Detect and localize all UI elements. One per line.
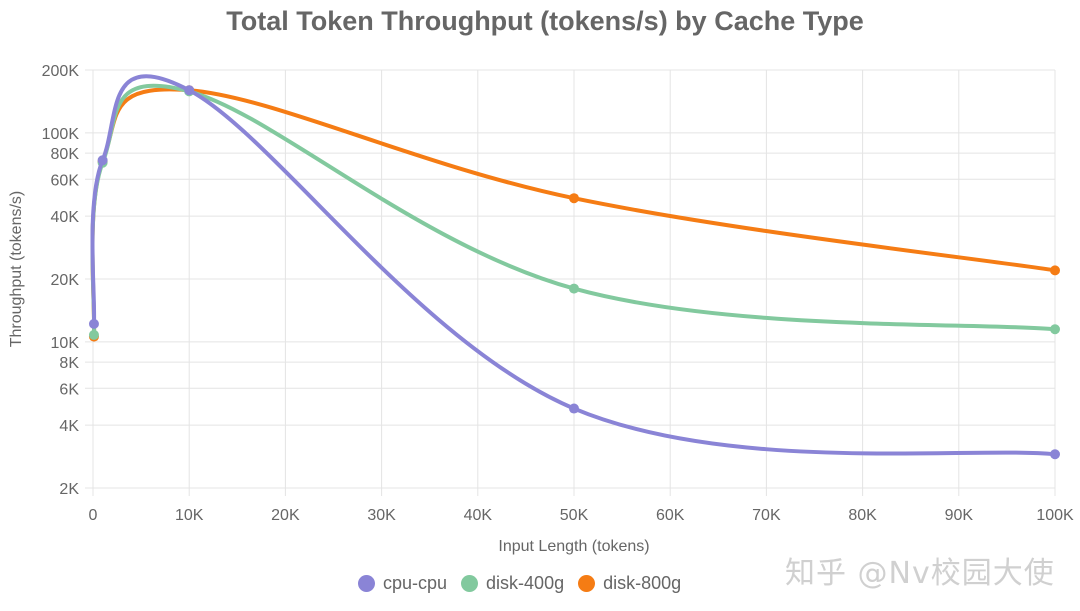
y-tick-label: 2K (59, 481, 79, 498)
data-point[interactable] (184, 85, 195, 96)
legend-item-disk-800g[interactable]: disk-800g (578, 573, 681, 594)
x-tick-label: 20K (271, 507, 300, 524)
data-point[interactable] (1050, 449, 1060, 460)
legend-dot-icon (461, 575, 479, 592)
x-tick-label: 10K (175, 507, 204, 524)
y-tick-label: 40K (51, 209, 80, 226)
x-tick-label: 40K (464, 507, 493, 524)
data-point[interactable] (1050, 324, 1060, 335)
data-point[interactable] (569, 193, 579, 204)
y-tick-label: 8K (59, 355, 79, 372)
x-tick-label: 90K (945, 507, 974, 524)
y-tick-label: 20K (51, 272, 80, 289)
data-point[interactable] (88, 329, 99, 340)
x-tick-label: 50K (560, 507, 589, 524)
y-tick-label: 80K (51, 146, 80, 163)
x-tick-label: 70K (752, 507, 781, 524)
y-tick-label: 6K (59, 381, 79, 398)
legend: cpu-cpu disk-400g disk-800g (358, 573, 681, 594)
x-tick-label: 0 (89, 507, 98, 524)
legend-dot-icon (578, 575, 596, 592)
legend-dot-icon (358, 575, 375, 592)
y-tick-label: 200K (42, 63, 80, 80)
data-point[interactable] (569, 403, 579, 414)
x-tick-label: 60K (656, 507, 685, 524)
legend-label: disk-800g (603, 573, 682, 593)
x-axis-title: Input Length (tokens) (498, 538, 649, 555)
series-cpu-cpu (88, 74, 1060, 460)
x-tick-label: 100K (1036, 507, 1074, 524)
y-tick-label: 10K (51, 335, 80, 352)
y-tick-label: 60K (51, 172, 80, 189)
legend-item-cpu-cpu[interactable]: cpu-cpu (358, 573, 447, 594)
data-point[interactable] (88, 318, 99, 329)
watermark: 知乎 @Nv校园大使 (785, 556, 1055, 591)
data-point[interactable] (1050, 265, 1060, 276)
legend-item-disk-400g[interactable]: disk-400g (461, 573, 564, 594)
y-axis-title: Throughput (tokens/s) (8, 191, 25, 348)
data-point[interactable] (569, 283, 579, 294)
legend-label: disk-400g (486, 573, 565, 593)
legend-label: cpu-cpu (383, 573, 448, 593)
data-point[interactable] (97, 155, 108, 166)
y-tick-label: 100K (42, 126, 80, 143)
chart-title: Total Token Throughput (tokens/s) by Cac… (226, 6, 864, 36)
x-tick-label: 30K (367, 507, 396, 524)
y-tick-label: 4K (59, 418, 79, 435)
x-tick-label: 80K (848, 507, 877, 524)
